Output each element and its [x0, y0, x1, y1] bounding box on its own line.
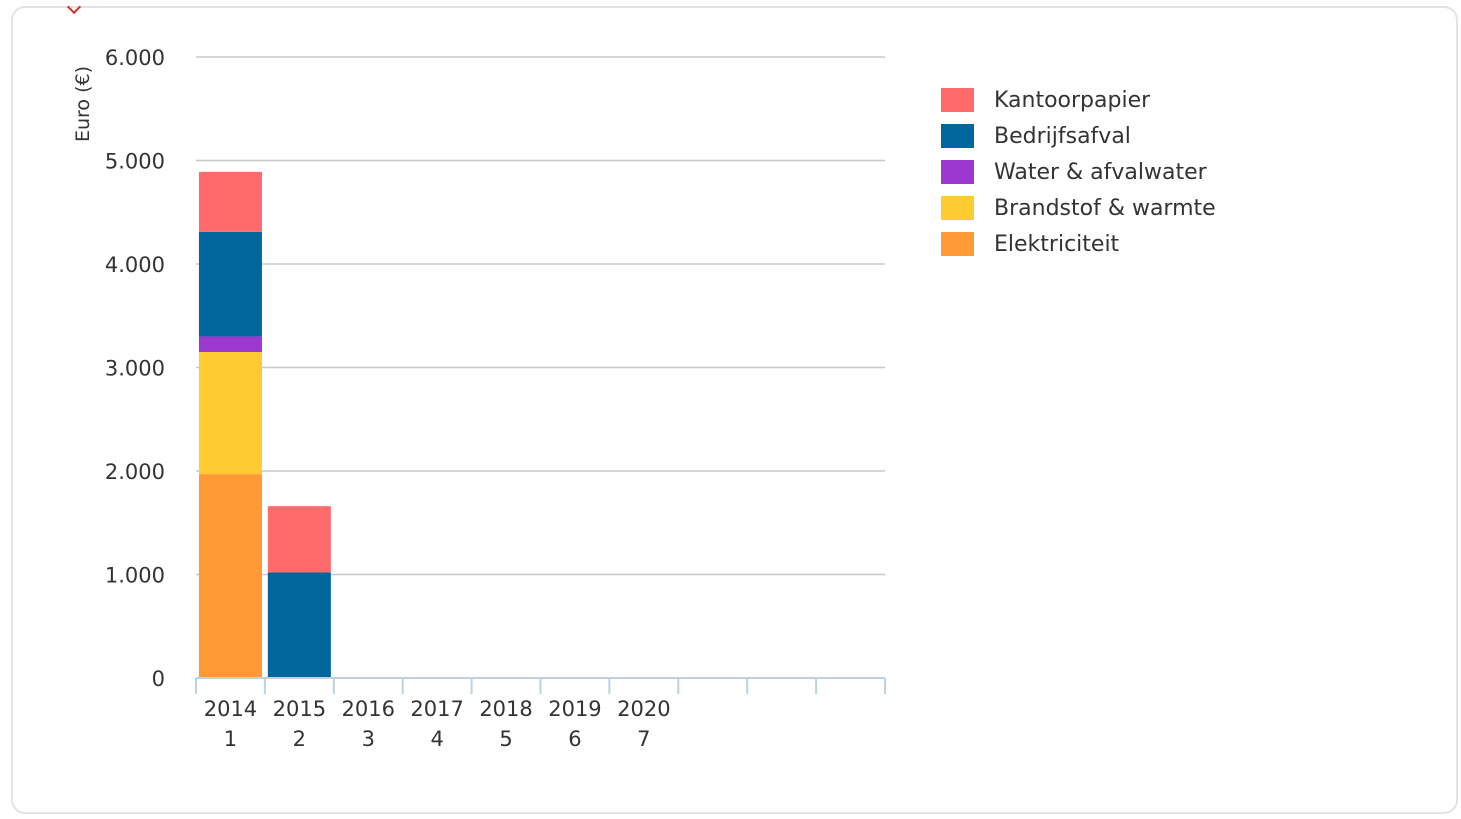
- x-axis: [195, 677, 886, 694]
- legend-swatch: [941, 232, 974, 256]
- legend-label: Water & afvalwater: [994, 159, 1207, 185]
- gridlines: [196, 56, 885, 576]
- x-tick-label-year: 2018: [479, 697, 532, 721]
- x-tick-label-year: 2017: [410, 697, 463, 721]
- bar-segment-kantoorpapier-2014: [198, 171, 262, 232]
- legend-swatch: [941, 124, 974, 148]
- x-tick-label-index: 6: [568, 727, 581, 751]
- x-tick-label-year: 2014: [204, 697, 257, 721]
- x-tick-label-index: 3: [362, 727, 375, 751]
- legend-item[interactable]: Bedrijfsafval: [941, 118, 1216, 154]
- x-tick-label-index: 1: [224, 727, 237, 751]
- bar-segment-elektriciteit-2014: [198, 474, 262, 678]
- y-tick-label: 5.000: [105, 150, 165, 174]
- x-tick-label-year: 2020: [617, 697, 670, 721]
- legend-swatch: [941, 160, 974, 184]
- legend-item[interactable]: Brandstof & warmte: [941, 190, 1216, 226]
- y-tick-label: 6.000: [105, 46, 165, 70]
- legend-swatch: [941, 196, 974, 220]
- x-tick-label-index: 2: [293, 727, 306, 751]
- x-tick-label-index: 7: [637, 727, 650, 751]
- y-tick-label: 4.000: [105, 253, 165, 277]
- x-tick-label-year: 2016: [342, 697, 395, 721]
- y-tick-label: 1.000: [105, 564, 165, 588]
- y-tick-label: 2.000: [105, 460, 165, 484]
- bar-segment-bedrijfsafval-2014: [198, 231, 262, 337]
- legend-item[interactable]: Elektriciteit: [941, 226, 1216, 262]
- bar-segment-water-afvalwater-2014: [198, 336, 262, 352]
- bars: [198, 171, 331, 678]
- x-axis-ticks: 2014 1 2015 2 2016 3 2017 4 2018 5 2019 6 2020 7: [204, 697, 671, 751]
- legend-label: Kantoorpapier: [994, 87, 1151, 113]
- x-tick-label-year: 2019: [548, 697, 601, 721]
- legend-label: Bedrijfsafval: [994, 123, 1131, 149]
- legend-item[interactable]: Kantoorpapier: [941, 82, 1216, 118]
- bar-segment-brandstof-warmte-2014: [198, 351, 262, 475]
- legend-item[interactable]: Water & afvalwater: [941, 154, 1216, 190]
- bar-segment-kantoorpapier-2015: [267, 506, 331, 573]
- x-tick-label-year: 2015: [273, 697, 326, 721]
- x-tick-label-index: 5: [499, 727, 512, 751]
- legend-swatch: [941, 88, 974, 112]
- legend: Kantoorpapier Bedrijfsafval Water & afvalw…: [941, 82, 1216, 262]
- y-tick-label: 0: [152, 667, 165, 691]
- legend-label: Elektriciteit: [994, 231, 1120, 257]
- y-axis-title: Euro (€): [72, 66, 94, 142]
- y-tick-label: 3.000: [105, 357, 165, 381]
- y-axis-ticks: 0 1.000 2.000 3.000 4.000 5.000 6.000: [105, 46, 165, 691]
- legend-label: Brandstof & warmte: [994, 195, 1216, 221]
- bar-segment-bedrijfsafval-2015: [267, 572, 331, 678]
- x-tick-label-index: 4: [430, 727, 443, 751]
